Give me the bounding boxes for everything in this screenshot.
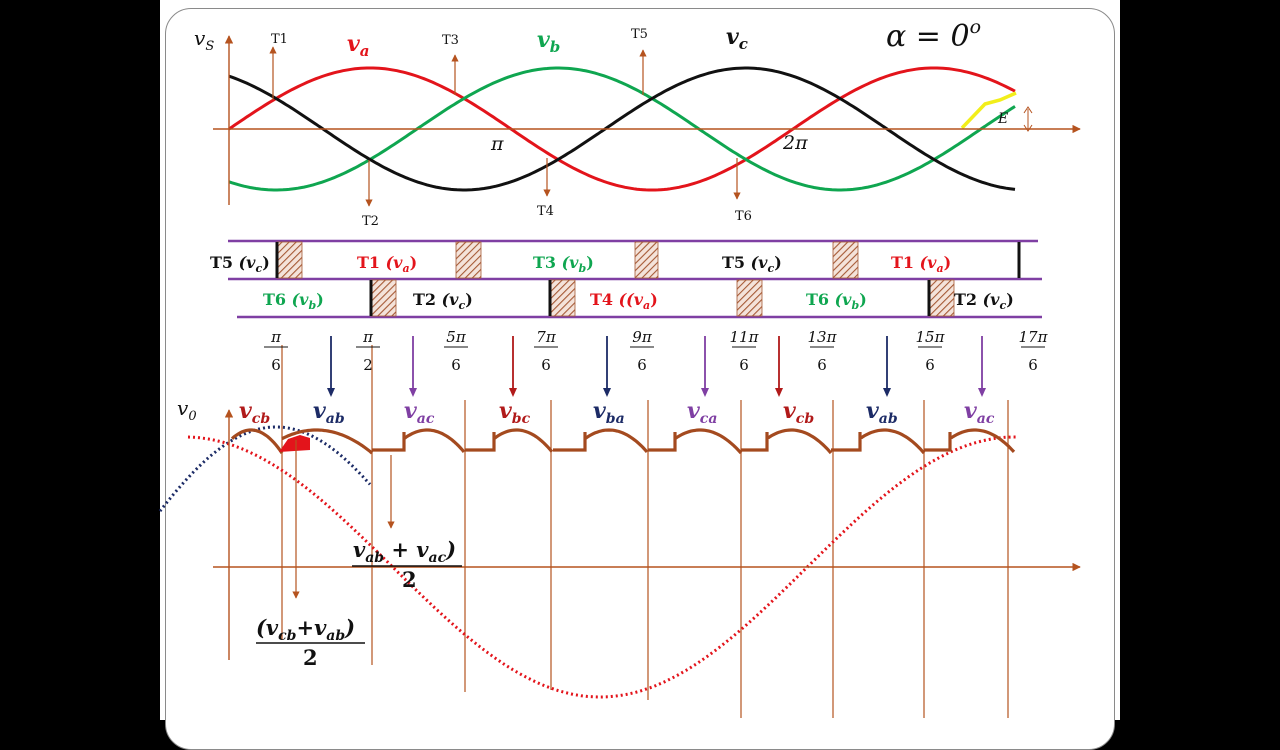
- band-labels: T5 (vc) T1 (va) T3 (vb) T5 (vc) T1 (va) T6 (v…: [210, 253, 1014, 312]
- vcb-reference-curve: [187, 435, 1016, 699]
- overlap-yellow-segment: [960, 91, 1017, 130]
- lower-overlap-block: [549, 279, 576, 317]
- t4-label: T4: [537, 204, 554, 219]
- firing-arrowhead: [603, 388, 611, 397]
- vb-label: vb: [537, 27, 560, 56]
- angle-denominator: 6: [637, 356, 647, 374]
- angle-numerator: 17π: [1019, 328, 1049, 346]
- upper-overlap-block: [455, 241, 482, 279]
- angle-denominator: 6: [541, 356, 551, 374]
- phase-curves: [228, 66, 1017, 192]
- firing-arrowhead: [509, 388, 517, 397]
- frac2-numerator: (vcb+vab): [256, 615, 355, 644]
- angle-denominator: 6: [817, 356, 827, 374]
- t1-label: T1: [271, 32, 288, 47]
- two-pi-label: 2π: [782, 132, 808, 154]
- upper-overlap-block: [634, 241, 659, 279]
- angle-denominator: 6: [451, 356, 461, 374]
- firing-arrowhead: [701, 388, 709, 397]
- vs-label: vS: [194, 26, 214, 54]
- firing-arrowhead: [883, 388, 891, 397]
- lower-overlap-block: [370, 279, 397, 317]
- e-marker-heads: [1023, 106, 1033, 132]
- output-segment-label: vca: [687, 398, 717, 427]
- upper-overlap-block: [832, 241, 859, 279]
- firing-arrows: [327, 336, 986, 397]
- firing-arrowhead: [775, 388, 783, 397]
- output-segment-label: vac: [404, 398, 435, 427]
- angle-gridlines: [281, 345, 1009, 718]
- angle-denominator: 2: [363, 356, 373, 374]
- output-segment-label: vba: [593, 398, 625, 427]
- va-curve: [228, 66, 1016, 192]
- frac1-denominator: 2: [402, 567, 417, 592]
- converter-waveform-diagram: vS va vb vc α = 0o π 2π E T1 T3 T5 T2 T4…: [158, 16, 1081, 718]
- output-voltage-waveform: [230, 428, 1016, 455]
- output-segment-label: vcb: [783, 398, 814, 427]
- angle-numerator: 11π: [730, 328, 760, 346]
- angle-numerator: 13π: [808, 328, 838, 346]
- source-voltage-plot: [213, 35, 1081, 207]
- lower-overlap-block: [736, 279, 763, 317]
- angle-numerator: π: [362, 328, 374, 346]
- upper-overlap-block: [276, 241, 303, 279]
- vc-label: vc: [726, 24, 748, 53]
- output-segment-label: vcb: [239, 398, 270, 427]
- output-voltage-plot: [158, 336, 1081, 718]
- angle-labels: π 6 π 2 5π 6 7π 6 9π 6 11π 6 13π 6 15π 6 17π 6: [264, 328, 1049, 374]
- upper-band-label: T5 (vc): [210, 253, 270, 275]
- angle-numerator: 15π: [916, 328, 946, 346]
- upper-band-label: T5 (vc): [722, 253, 782, 275]
- e-label: E: [997, 111, 1008, 127]
- angle-numerator: π: [270, 328, 282, 346]
- upper-band-label: T3 (vb): [533, 253, 594, 275]
- firing-arrowhead: [409, 388, 417, 397]
- t3-label: T3: [442, 33, 459, 48]
- conduction-bands: [228, 239, 1042, 319]
- alpha-label: α = 0o: [886, 16, 981, 54]
- angle-numerator: 5π: [446, 328, 467, 346]
- t5-label: T5: [631, 27, 648, 42]
- angle-denominator: 6: [925, 356, 935, 374]
- thyristor-firing-arrows: [269, 46, 741, 207]
- labels: vS va vb vc α = 0o π 2π E T1 T3 T5 T2 T4…: [177, 16, 1049, 670]
- output-segment-label: vab: [866, 398, 898, 427]
- lower-band-label: T6 (vb): [806, 290, 867, 312]
- t6-label: T6: [735, 209, 752, 224]
- lower-overlap-block: [928, 279, 955, 317]
- angle-denominator: 6: [271, 356, 281, 374]
- frac1-numerator: vab + vac): [353, 537, 456, 566]
- output-segment-label: vbc: [499, 398, 531, 427]
- lower-band-label: T6 (vb): [263, 290, 324, 312]
- angle-numerator: 9π: [632, 328, 653, 346]
- angle-denominator: 6: [739, 356, 749, 374]
- t2-label: T2: [362, 214, 379, 229]
- vb-curve: [228, 66, 1016, 192]
- lower-band-label: T4 ((va): [590, 290, 658, 312]
- frac2-denominator: 2: [303, 645, 318, 670]
- vc-curve: [228, 66, 1016, 192]
- angle-denominator: 6: [1028, 356, 1038, 374]
- pi-label: π: [490, 133, 504, 155]
- overlap-area-highlight: [279, 435, 310, 452]
- commutation-overlaps: [275, 241, 1021, 317]
- upper-band-label: T1 (va): [357, 253, 417, 275]
- output-labels: vcb vab vac vbc vba vca vcb vab vac: [239, 398, 995, 427]
- firing-arrowhead: [327, 388, 335, 397]
- lower-band-label: T2 (vc): [413, 290, 473, 312]
- output-segment-label: vac: [964, 398, 995, 427]
- lower-band-label: T2 (vc): [954, 290, 1014, 312]
- angle-numerator: 7π: [536, 328, 557, 346]
- slide-frame: [165, 8, 1115, 750]
- v0-label: v0: [177, 396, 197, 424]
- upper-band-label: T1 (va): [891, 253, 951, 275]
- vab-reference-curve: [158, 425, 372, 513]
- firing-arrowhead: [978, 388, 986, 397]
- output-segment-label: vab: [313, 398, 345, 427]
- va-label: va: [347, 31, 370, 60]
